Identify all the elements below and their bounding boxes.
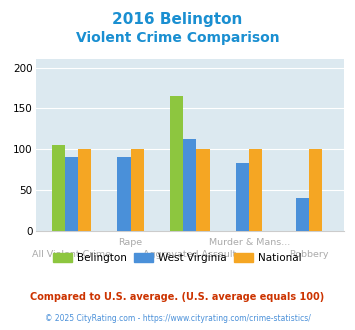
- Bar: [78, 149, 91, 231]
- Bar: [65, 157, 78, 231]
- Text: 2016 Belington: 2016 Belington: [112, 12, 243, 26]
- Text: © 2025 CityRating.com - https://www.cityrating.com/crime-statistics/: © 2025 CityRating.com - https://www.city…: [45, 314, 310, 323]
- Bar: [51, 145, 65, 231]
- Bar: [118, 157, 131, 231]
- Text: All Violent Crime: All Violent Crime: [32, 250, 111, 259]
- Text: Violent Crime Comparison: Violent Crime Comparison: [76, 31, 279, 45]
- Bar: [249, 149, 262, 231]
- Bar: [131, 149, 143, 231]
- Bar: [184, 140, 196, 231]
- Bar: [236, 163, 249, 231]
- Text: Aggravated Assault: Aggravated Assault: [143, 250, 236, 259]
- Bar: [196, 149, 209, 231]
- Legend: Belington, West Virginia, National: Belington, West Virginia, National: [49, 248, 306, 267]
- Text: Robbery: Robbery: [289, 250, 328, 259]
- Bar: [296, 198, 309, 231]
- Text: Murder & Mans...: Murder & Mans...: [209, 238, 290, 247]
- Text: Rape: Rape: [119, 238, 143, 247]
- Text: Compared to U.S. average. (U.S. average equals 100): Compared to U.S. average. (U.S. average …: [31, 292, 324, 302]
- Bar: [309, 149, 322, 231]
- Bar: [170, 96, 184, 231]
